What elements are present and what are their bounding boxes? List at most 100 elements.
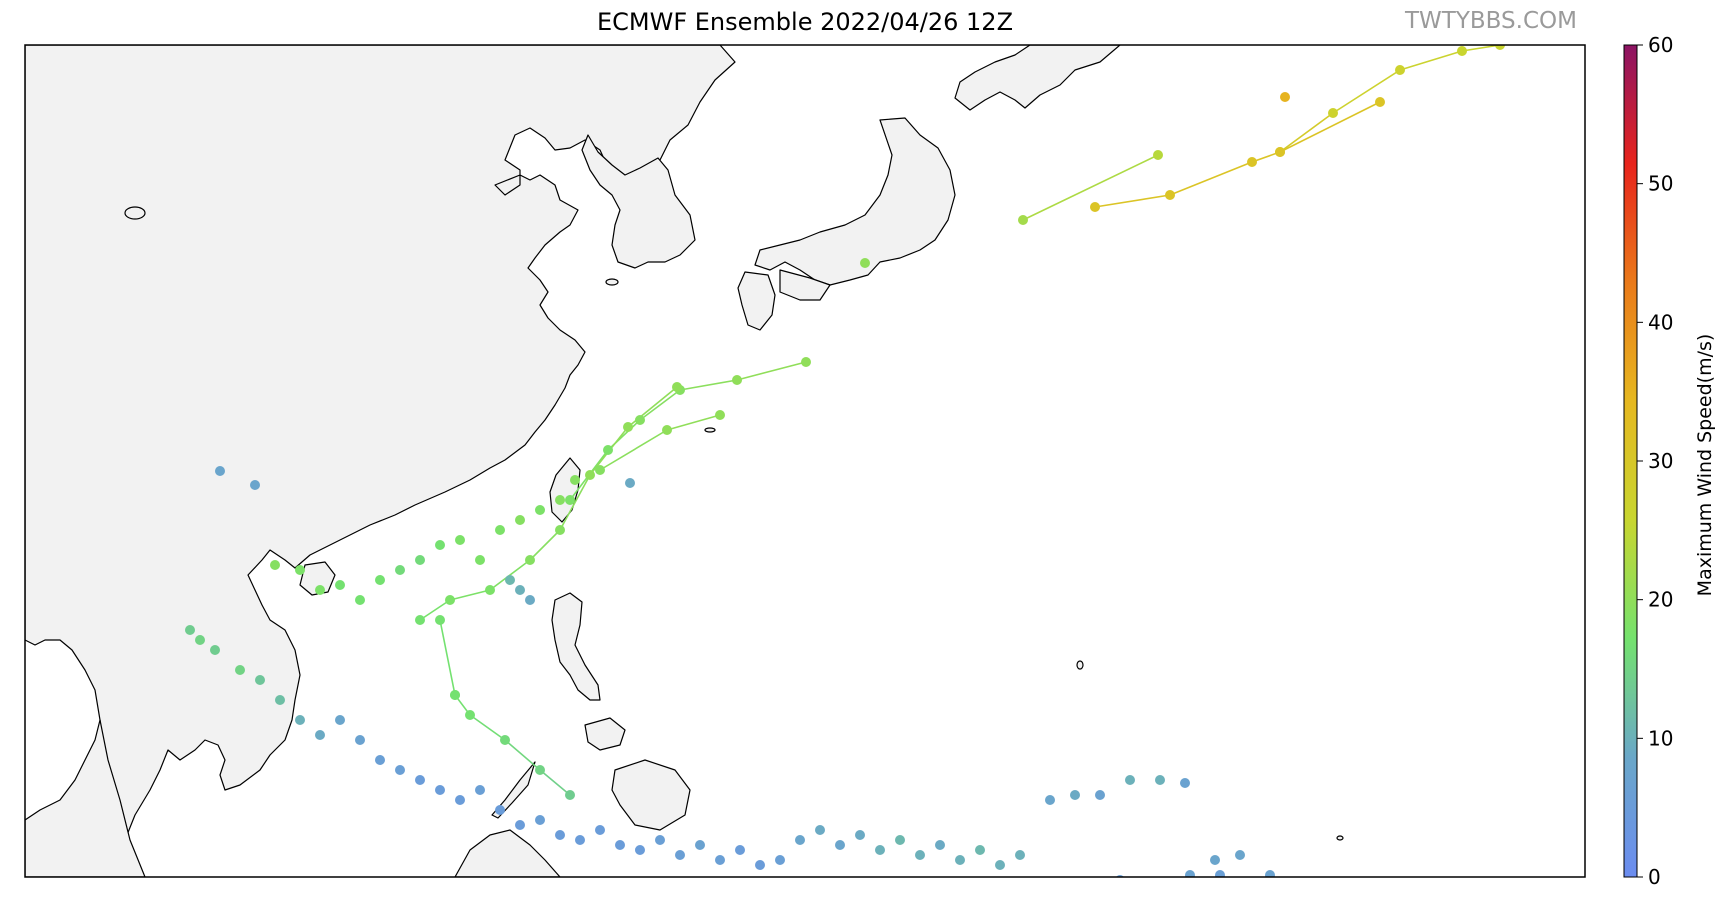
track-point xyxy=(215,466,225,476)
colorbar: 0 10 20 30 40 50 60 xyxy=(1623,33,1673,889)
track-point xyxy=(1235,850,1245,860)
track-point xyxy=(603,445,613,455)
track-segment xyxy=(666,414,721,431)
track-point xyxy=(1247,157,1257,167)
track-point xyxy=(465,710,475,720)
track-point xyxy=(475,785,485,795)
track-point xyxy=(315,730,325,740)
island-jeju xyxy=(605,278,619,286)
track-point xyxy=(975,845,985,855)
track-point xyxy=(450,690,460,700)
track-point xyxy=(535,505,545,515)
track-point xyxy=(1375,97,1385,107)
track-point xyxy=(375,575,385,585)
track-point xyxy=(1165,190,1175,200)
track-point xyxy=(1280,92,1290,102)
track-segment xyxy=(679,379,738,391)
track-point xyxy=(775,855,785,865)
track-point xyxy=(415,615,425,625)
track-point xyxy=(295,565,305,575)
track-point xyxy=(515,515,525,525)
track-point xyxy=(235,665,245,675)
track-point xyxy=(623,422,633,432)
track-point xyxy=(635,845,645,855)
track-point xyxy=(635,415,645,425)
japan-kyushu xyxy=(737,271,776,331)
track-point xyxy=(495,805,505,815)
track-segment xyxy=(449,589,491,601)
track-point xyxy=(735,845,745,855)
track-point xyxy=(270,560,280,570)
track-point xyxy=(1265,870,1275,877)
track-point xyxy=(455,535,465,545)
philippines-visayas xyxy=(584,717,626,751)
philippines-mindanao xyxy=(611,759,691,831)
colorbar-tick-label: 40 xyxy=(1648,310,1673,334)
track-point xyxy=(435,615,445,625)
colorbar-tick-label: 30 xyxy=(1648,449,1673,473)
track-point xyxy=(335,715,345,725)
track-point xyxy=(1210,855,1220,865)
track-segment xyxy=(559,474,591,531)
page-title: ECMWF Ensemble 2022/04/26 12Z xyxy=(596,8,1014,36)
track-segment xyxy=(1399,50,1463,71)
track-point xyxy=(505,575,515,585)
track-point xyxy=(1045,795,1055,805)
track-point xyxy=(662,425,672,435)
track-point xyxy=(732,375,742,385)
track-segment xyxy=(529,529,561,561)
track-point xyxy=(415,775,425,785)
track-point xyxy=(695,840,705,850)
japan-shikoku xyxy=(779,269,831,301)
track-point xyxy=(395,565,405,575)
track-segment xyxy=(419,599,451,621)
track-point xyxy=(595,825,605,835)
track-segment xyxy=(539,769,571,796)
track-point xyxy=(515,585,525,595)
track-segment xyxy=(599,429,668,471)
island-small-2 xyxy=(1076,660,1084,670)
track-point xyxy=(495,525,505,535)
track-point xyxy=(1395,65,1405,75)
track-point xyxy=(625,478,635,488)
colorbar-tick-label: 60 xyxy=(1648,33,1673,57)
track-point xyxy=(395,765,405,775)
track-point xyxy=(515,820,525,830)
colorbar-gradient xyxy=(1623,44,1638,878)
track-point xyxy=(335,580,345,590)
track-segment xyxy=(1094,194,1171,208)
island-small-1 xyxy=(124,206,146,220)
track-segment xyxy=(1169,161,1253,196)
track-point xyxy=(795,835,805,845)
track-point xyxy=(995,860,1005,870)
track-point xyxy=(475,555,485,565)
colorbar-label: Maximum Wind Speed(m/s) xyxy=(1694,333,1716,597)
track-lines-layer xyxy=(419,45,1501,796)
track-point xyxy=(1180,778,1190,788)
track-segment xyxy=(439,619,456,696)
colorbar-ticks: 0 10 20 30 40 50 60 xyxy=(1637,33,1673,889)
track-point xyxy=(535,815,545,825)
track-point xyxy=(675,850,685,860)
track-point xyxy=(875,845,885,855)
track-points-layer xyxy=(185,45,1505,877)
track-point xyxy=(565,790,575,800)
track-point xyxy=(445,595,455,605)
colorbar-tick-label: 50 xyxy=(1648,172,1673,196)
track-point xyxy=(275,695,285,705)
track-point xyxy=(500,735,510,745)
track-point xyxy=(525,595,535,605)
track-point xyxy=(565,495,575,505)
track-segment xyxy=(1332,69,1401,114)
track-point xyxy=(955,855,965,865)
track-point xyxy=(525,555,535,565)
track-point xyxy=(1090,202,1100,212)
track-point xyxy=(375,755,385,765)
track-point xyxy=(210,645,220,655)
track-segment xyxy=(1279,101,1381,153)
track-point xyxy=(435,785,445,795)
track-point xyxy=(575,835,585,845)
track-point xyxy=(1215,870,1225,877)
korea xyxy=(581,134,696,269)
track-point xyxy=(595,465,605,475)
